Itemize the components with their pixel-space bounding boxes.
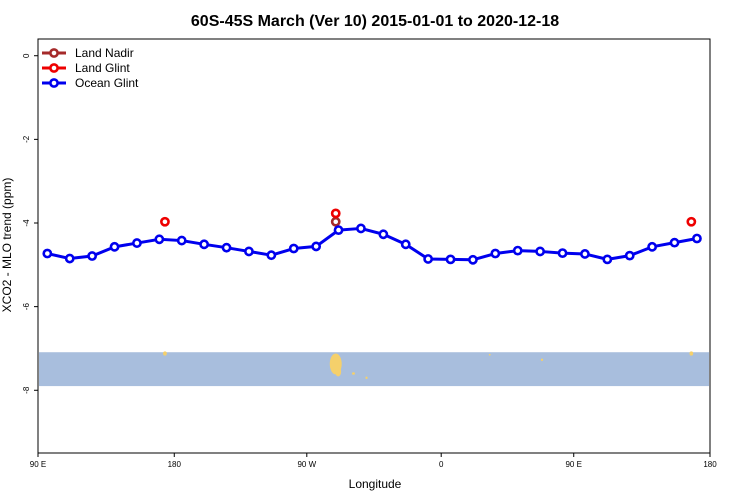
- ocean-glint-point-28: [669, 237, 680, 248]
- ocean-glint-point-9: [244, 246, 254, 257]
- ocean-glint-point-19: [468, 254, 478, 265]
- ocean-glint-point-15: [378, 229, 389, 240]
- ocean-glint-point-16: [400, 239, 411, 250]
- land-glint-point-0: [160, 216, 170, 227]
- map-band: [39, 351, 709, 387]
- y-tick-label-3: -6: [22, 303, 31, 311]
- ocean-glint-line: [47, 226, 698, 262]
- ocean-glint-point-3: [109, 241, 120, 252]
- x-tick-label-3: 0: [439, 460, 444, 469]
- ocean-glint-point-4: [132, 238, 142, 248]
- x-tick-label-1: 180: [168, 460, 182, 469]
- ocean-glint-point-2: [87, 251, 98, 261]
- x-tick-label-0: 90 E: [30, 460, 46, 469]
- land-glint-point-2: [686, 216, 697, 227]
- ocean-glint-point-8: [221, 242, 232, 253]
- ocean-glint-point-5: [154, 234, 165, 245]
- legend-land-glint-marker: [49, 63, 59, 73]
- ocean-glint-point-22: [535, 246, 546, 257]
- land-glint-point-1: [330, 208, 341, 219]
- legend-land-glint-label: Land Glint: [75, 61, 130, 75]
- ocean-glint-point-25: [602, 254, 613, 265]
- y-tick-label-2: -4: [22, 219, 31, 227]
- legend-land-nadir-marker: [49, 48, 59, 58]
- ocean-glint-point-20: [490, 248, 501, 259]
- land-nadir-point-0: [330, 216, 341, 227]
- map-land-2: [163, 351, 167, 356]
- ocean-glint-point-1: [64, 253, 75, 264]
- chart-title: 60S-45S March (Ver 10) 2015-01-01 to 202…: [191, 13, 559, 30]
- axes: 90 E 180 90 W 0 90 E 180 0 -2 -4 -6 -8: [22, 38, 717, 469]
- x-tick-label-4: 90 E: [565, 460, 581, 469]
- plot-series: [42, 208, 702, 265]
- ocean-glint-point-12: [311, 241, 322, 252]
- ocean-glint-point-6: [176, 235, 187, 246]
- ocean-glint-point-10: [266, 250, 277, 261]
- y-tick-label-1: -2: [22, 135, 31, 143]
- ocean-glint-point-24: [580, 249, 590, 259]
- y-tick-label-4: -8: [22, 386, 31, 394]
- map-land-4: [351, 372, 355, 375]
- legend-ocean-glint-marker: [49, 78, 59, 88]
- x-axis-label: Longitude: [349, 477, 402, 491]
- map-land-6: [540, 358, 544, 361]
- map-land-5: [365, 376, 368, 379]
- ocean-glint-point-29: [692, 233, 702, 244]
- plot-frame: [37, 38, 711, 454]
- y-tick-label-0: 0: [22, 53, 31, 58]
- ocean-glint-point-27: [647, 241, 658, 252]
- ocean-glint-point-17: [423, 254, 434, 264]
- x-tick-label-2: 90 W: [297, 460, 316, 469]
- ocean-glint-point-18: [445, 254, 456, 265]
- ocean-glint-point-13: [333, 225, 344, 236]
- map-ocean: [39, 352, 709, 387]
- ocean-glint-point-23: [557, 248, 568, 259]
- legend-ocean-glint-label: Ocean Glint: [75, 76, 139, 90]
- x-tick-label-5: 180: [703, 460, 717, 469]
- map-land-1: [335, 366, 342, 377]
- ocean-glint-point-26: [624, 250, 635, 261]
- ocean-glint-point-7: [199, 239, 210, 250]
- y-axis-label: XCO2 - MLO trend (ppm): [0, 178, 14, 313]
- ocean-glint-point-14: [356, 223, 366, 234]
- map-land-3: [689, 351, 694, 356]
- map-land-7: [488, 353, 491, 356]
- ocean-glint-point-21: [512, 245, 523, 256]
- legend-land-nadir-label: Land Nadir: [75, 46, 134, 60]
- ocean-glint-point-11: [288, 243, 299, 254]
- ocean-glint-point-0: [42, 248, 53, 259]
